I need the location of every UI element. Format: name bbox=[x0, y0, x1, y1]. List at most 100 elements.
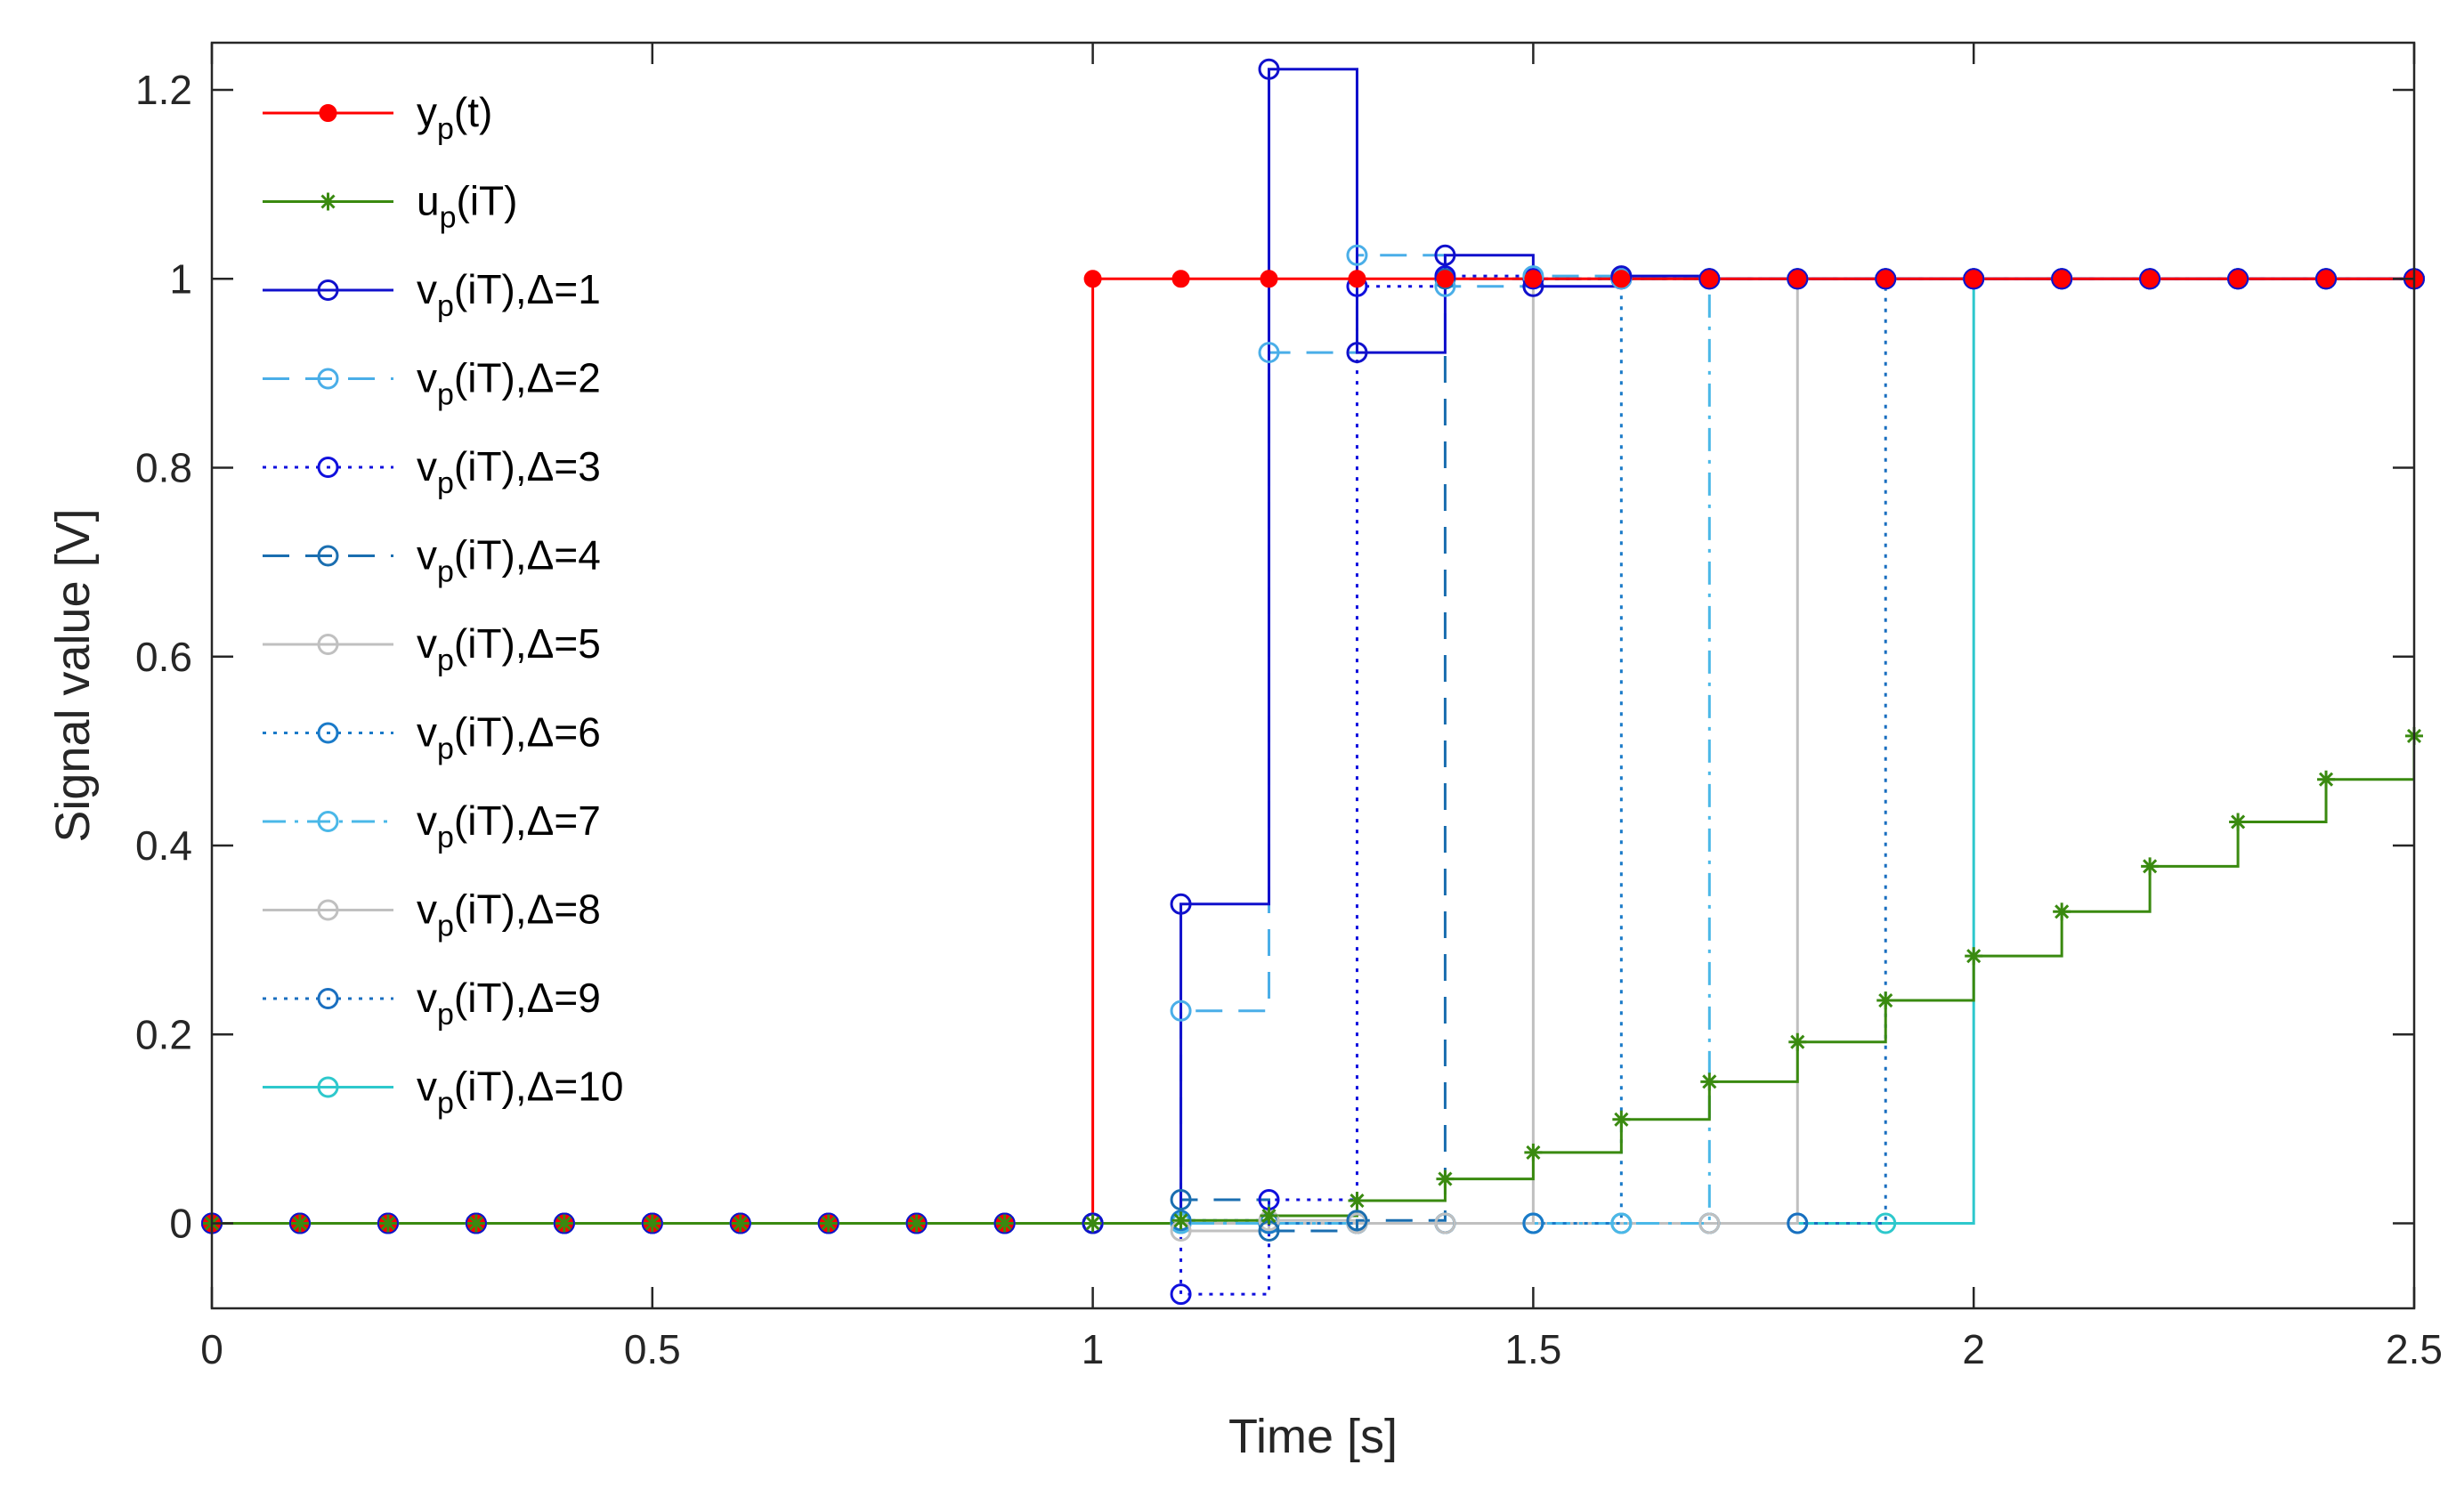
legend-marker bbox=[319, 192, 337, 211]
star-stroke bbox=[1702, 1074, 1717, 1089]
series-markers bbox=[203, 726, 2423, 1233]
legend-label: vp(iT),Δ=3 bbox=[417, 443, 601, 500]
data-point bbox=[641, 1212, 663, 1234]
legend-label-subscript: p bbox=[437, 821, 454, 854]
legend-label-suffix: (iT),Δ=9 bbox=[454, 975, 601, 1021]
star-stroke bbox=[380, 1216, 395, 1231]
legend-marker bbox=[317, 634, 339, 655]
legend-label-subscript: p bbox=[437, 555, 454, 589]
legend-label-suffix: (iT) bbox=[457, 178, 518, 224]
legend-label-subscript: p bbox=[440, 201, 457, 235]
legend-entry: vp(iT),Δ=9 bbox=[263, 975, 601, 1032]
data-point bbox=[2139, 268, 2161, 290]
star-stroke bbox=[644, 1216, 660, 1231]
star-stroke bbox=[1438, 1171, 1453, 1186]
data-point bbox=[2229, 813, 2248, 831]
legend-label: vp(iT),Δ=7 bbox=[417, 797, 601, 854]
star-stroke bbox=[997, 1216, 1012, 1231]
legend-label: vp(iT),Δ=8 bbox=[417, 886, 601, 943]
data-point bbox=[1170, 999, 1192, 1022]
data-point bbox=[1170, 1283, 1192, 1306]
data-point bbox=[466, 1214, 485, 1233]
star-stroke bbox=[1614, 1112, 1629, 1127]
star-stroke bbox=[1878, 992, 1893, 1008]
data-point bbox=[1787, 1212, 1809, 1234]
legend-label: up(iT) bbox=[417, 178, 517, 235]
data-point bbox=[1083, 270, 1102, 288]
data-point bbox=[907, 1214, 926, 1233]
data-point bbox=[995, 1214, 1014, 1233]
legend-label-subscript: p bbox=[437, 1087, 454, 1121]
data-point bbox=[1348, 1192, 1366, 1210]
legend-label-subscript: p bbox=[437, 910, 454, 943]
legend-label-suffix: (iT),Δ=10 bbox=[454, 1064, 624, 1110]
data-point bbox=[993, 1212, 1016, 1234]
legend-label: vp(iT),Δ=9 bbox=[417, 975, 601, 1032]
data-point bbox=[1346, 342, 1368, 364]
legend-label-base: v bbox=[417, 620, 437, 667]
data-point bbox=[905, 1212, 928, 1234]
star-stroke bbox=[1261, 1208, 1277, 1224]
data-point bbox=[1260, 270, 1278, 288]
legend-entry: vp(iT),Δ=6 bbox=[263, 709, 601, 766]
data-point bbox=[731, 1214, 750, 1233]
legend-label-suffix: (t) bbox=[454, 89, 492, 135]
legend-label-base: v bbox=[417, 975, 437, 1021]
data-point bbox=[553, 1212, 575, 1234]
legend-entry: vp(iT),Δ=1 bbox=[263, 266, 601, 323]
data-point bbox=[1436, 1169, 1455, 1188]
x-axis-label: Time [s] bbox=[1228, 1410, 1398, 1463]
star-stroke bbox=[1790, 1034, 1805, 1049]
y-tick-label: 0.6 bbox=[135, 634, 192, 680]
legend-label-base: v bbox=[417, 532, 437, 579]
y-tick-label: 0.8 bbox=[135, 445, 192, 491]
legend-label-base: v bbox=[417, 709, 437, 756]
legend-label-base: v bbox=[417, 1064, 437, 1110]
y-axis-label: Signal value [V] bbox=[46, 508, 100, 842]
legend-marker bbox=[317, 722, 339, 744]
data-point bbox=[555, 1214, 573, 1233]
legend-label-suffix: (iT),Δ=7 bbox=[454, 797, 601, 844]
legend-label-subscript: p bbox=[437, 289, 454, 323]
data-point bbox=[1171, 270, 1190, 288]
data-point bbox=[1610, 1212, 1633, 1234]
legend-entry: vp(iT),Δ=4 bbox=[263, 532, 601, 589]
data-point bbox=[2315, 268, 2338, 290]
data-point bbox=[1876, 991, 1895, 1010]
legend-entry: vp(iT),Δ=7 bbox=[263, 797, 601, 854]
data-point bbox=[1260, 1207, 1278, 1226]
data-point bbox=[1965, 270, 1983, 288]
legend-entry: vp(iT),Δ=5 bbox=[263, 620, 601, 677]
data-point bbox=[2317, 270, 2336, 288]
data-point bbox=[1170, 1210, 1192, 1232]
x-tick-label: 0.5 bbox=[624, 1326, 681, 1372]
y-tick-label: 0.4 bbox=[135, 822, 192, 869]
x-tick-label: 2.5 bbox=[2386, 1326, 2443, 1372]
data-point bbox=[465, 1212, 487, 1234]
data-point bbox=[1965, 947, 1983, 966]
legend-entry: yp(t) bbox=[263, 89, 492, 146]
legend-label-suffix: (iT),Δ=5 bbox=[454, 620, 601, 667]
plot-frame bbox=[210, 41, 2416, 1310]
legend-label-suffix: (iT),Δ=2 bbox=[454, 355, 601, 401]
y-tick-label: 0 bbox=[169, 1200, 192, 1246]
plot-background bbox=[212, 43, 2414, 1308]
data-point bbox=[1700, 270, 1719, 288]
star-stroke bbox=[320, 194, 336, 209]
data-point bbox=[1875, 268, 1897, 290]
data-point bbox=[1348, 270, 1366, 288]
data-point bbox=[1258, 58, 1280, 80]
star-stroke bbox=[2318, 772, 2334, 787]
data-point bbox=[1612, 1110, 1631, 1129]
data-point bbox=[1258, 342, 1280, 364]
data-point bbox=[288, 1212, 311, 1234]
legend-label-suffix: (iT),Δ=4 bbox=[454, 532, 601, 579]
data-point bbox=[729, 1212, 751, 1234]
data-point bbox=[1171, 1211, 1190, 1230]
data-point bbox=[1788, 1032, 1807, 1051]
data-point bbox=[2229, 270, 2248, 288]
data-point bbox=[819, 1214, 838, 1233]
data-point bbox=[2141, 857, 2160, 876]
data-point bbox=[1522, 1212, 1544, 1234]
